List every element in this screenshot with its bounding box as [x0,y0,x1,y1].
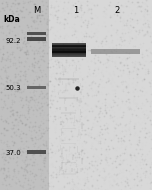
Bar [52,50,86,51]
Text: M: M [33,6,40,15]
Bar [27,150,46,154]
Bar [69,146,70,152]
Bar [27,37,46,41]
Bar [52,56,86,57]
Bar [61,143,76,144]
Text: 50.3: 50.3 [6,85,21,91]
Bar [73,72,74,77]
Bar [61,173,76,175]
Bar [58,84,60,86]
Bar [66,154,67,160]
Bar [80,98,82,103]
Bar [61,112,76,114]
Bar [61,166,63,169]
Bar [80,109,81,115]
Bar [81,123,83,129]
Bar [64,98,66,101]
Bar [60,145,61,150]
Bar [27,86,46,89]
Bar [80,83,81,86]
Bar [78,100,79,103]
Bar [61,153,63,159]
Bar [52,45,86,47]
Bar [78,152,80,155]
Bar [59,166,60,173]
Bar [79,98,81,104]
Bar [61,163,63,169]
Bar [65,108,67,111]
Bar [52,52,86,54]
Text: 37.0: 37.0 [5,150,21,156]
Bar [63,157,64,161]
Bar [75,67,76,71]
Bar [61,162,76,163]
Bar [62,64,63,70]
Bar [65,163,67,165]
Text: 2: 2 [114,6,120,15]
Bar [59,97,78,99]
Bar [63,90,65,93]
Bar [63,66,64,71]
Bar [60,167,62,170]
Bar [81,149,82,156]
Bar [67,159,69,162]
Text: 92.2: 92.2 [6,38,21,44]
Bar [64,101,66,104]
Text: 1: 1 [73,6,79,15]
Bar [71,168,73,172]
Bar [52,54,86,55]
Bar [81,158,83,164]
Bar [64,137,66,141]
Bar [67,120,68,123]
Bar [61,128,76,129]
Bar [52,51,86,53]
Bar [59,77,61,83]
Bar [72,157,73,160]
Bar [63,170,64,173]
Bar [61,153,62,155]
Bar [52,43,86,44]
Bar [73,122,74,126]
Bar [74,115,75,122]
Bar [80,168,82,172]
Bar [73,95,75,98]
Bar [91,49,140,54]
Bar [81,89,82,95]
Bar [80,132,81,139]
Bar [58,61,60,67]
Bar [82,78,83,81]
Bar [59,108,61,110]
Bar [49,0,152,190]
Bar [58,93,59,95]
Bar [62,125,63,128]
Bar [76,100,78,102]
Bar [77,168,78,173]
Bar [52,46,86,48]
Bar [81,123,83,129]
Bar [78,129,80,136]
Bar [27,32,46,35]
Bar [52,48,86,49]
Bar [77,146,78,153]
Bar [61,128,62,136]
Bar [58,78,79,80]
Bar [76,65,77,71]
Bar [60,121,62,125]
Bar [58,149,59,152]
Bar [52,44,86,46]
Bar [52,55,86,56]
Bar [61,148,63,154]
Bar [62,81,63,85]
Bar [0,0,49,190]
Bar [72,154,74,160]
Bar [52,49,86,50]
Bar [65,83,67,90]
Text: kDa: kDa [3,15,20,25]
